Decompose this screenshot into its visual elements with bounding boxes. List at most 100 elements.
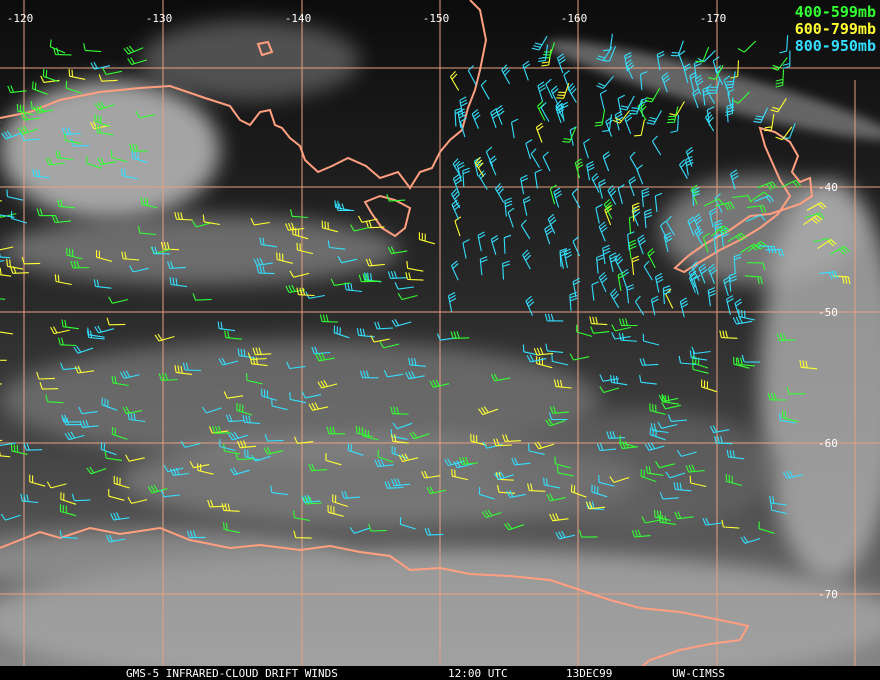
longitude-label: -120 bbox=[7, 12, 34, 25]
wind-barb bbox=[554, 456, 571, 469]
wind-barb bbox=[685, 156, 694, 176]
wind-barb bbox=[770, 57, 788, 71]
wind-barb bbox=[830, 245, 850, 255]
wind-barb bbox=[781, 410, 799, 423]
wind-barb bbox=[495, 104, 505, 125]
wind-barb bbox=[478, 486, 495, 500]
wind-barb bbox=[163, 464, 184, 473]
wind-barb bbox=[42, 68, 59, 83]
wind-barb bbox=[502, 434, 521, 442]
wind-barb bbox=[708, 64, 724, 80]
wind-barb bbox=[693, 213, 703, 234]
wind-barb bbox=[359, 370, 379, 379]
wind-barb bbox=[644, 87, 661, 103]
wind-barb bbox=[572, 277, 581, 298]
wind-barb bbox=[97, 157, 117, 166]
wind-barb bbox=[728, 272, 737, 292]
wind-barb bbox=[549, 513, 569, 522]
island-coast bbox=[256, 40, 274, 57]
wind-barb bbox=[733, 356, 750, 369]
graticule bbox=[0, 0, 880, 666]
wind-barb bbox=[678, 50, 686, 71]
wind-barb bbox=[659, 492, 679, 500]
wind-barb bbox=[639, 358, 659, 366]
wind-barb bbox=[738, 309, 755, 321]
wind-barb bbox=[0, 213, 17, 218]
wind-barb bbox=[387, 246, 408, 255]
wind-barb bbox=[358, 215, 378, 223]
wind-barb bbox=[585, 501, 606, 510]
wind-barb bbox=[355, 425, 373, 438]
wind-barb bbox=[551, 354, 569, 366]
wind-barb bbox=[712, 56, 720, 77]
wind-barb bbox=[537, 81, 547, 102]
wind-barb bbox=[631, 255, 640, 275]
wind-barb bbox=[644, 442, 665, 451]
wind-barb bbox=[409, 431, 430, 440]
legend-entry: 400-599mb bbox=[795, 3, 876, 21]
wind-barb bbox=[408, 357, 426, 367]
wind-barb bbox=[459, 117, 467, 138]
wind-barb bbox=[553, 187, 563, 208]
wind-barb bbox=[424, 527, 444, 536]
wind-barb bbox=[55, 150, 74, 161]
wind-barb bbox=[93, 279, 112, 289]
longitude-label: -170 bbox=[700, 12, 727, 25]
wind-barb bbox=[530, 148, 540, 168]
wind-barb bbox=[0, 442, 16, 447]
wind-barb bbox=[714, 219, 723, 239]
wind-barb bbox=[559, 249, 568, 270]
wind-barb bbox=[560, 101, 569, 122]
wind-barb bbox=[390, 406, 409, 415]
wind-barb bbox=[610, 288, 620, 309]
wind-barb bbox=[694, 225, 704, 246]
wind-barb bbox=[256, 265, 275, 275]
wind-barb bbox=[223, 391, 244, 399]
wind-barb bbox=[501, 64, 511, 85]
wind-barb bbox=[32, 168, 50, 179]
wind-barb bbox=[767, 392, 787, 401]
wind-barb bbox=[631, 206, 641, 227]
wind-barb bbox=[70, 138, 90, 147]
wind-barb bbox=[406, 260, 424, 272]
wind-barb bbox=[661, 72, 671, 93]
wind-barb bbox=[707, 286, 716, 307]
wind-barb bbox=[730, 169, 739, 190]
wind-barb bbox=[617, 271, 626, 291]
wind-barb bbox=[242, 414, 261, 425]
wind-barb bbox=[661, 394, 679, 405]
wind-barb bbox=[90, 61, 111, 70]
wind-barb bbox=[695, 46, 710, 63]
wind-barb bbox=[782, 50, 791, 69]
wind-barb bbox=[544, 313, 564, 322]
wind-barb bbox=[775, 126, 793, 141]
wind-barb bbox=[706, 106, 715, 126]
wind-barb bbox=[562, 127, 577, 143]
wind-barb bbox=[95, 249, 113, 262]
wind-barb bbox=[703, 198, 724, 207]
wind-barb bbox=[700, 379, 717, 393]
wind-barb bbox=[365, 258, 385, 267]
wind-barb bbox=[709, 425, 730, 434]
wind-barb bbox=[733, 253, 742, 273]
wind-barb bbox=[333, 325, 350, 339]
wind-barb bbox=[591, 484, 608, 498]
wind-barb bbox=[553, 379, 572, 389]
wind-barb bbox=[94, 325, 115, 334]
wind-barb bbox=[556, 83, 570, 99]
wind-barb bbox=[16, 103, 34, 116]
wind-barb bbox=[6, 189, 24, 201]
wind-barb bbox=[50, 326, 70, 335]
wind-barb bbox=[624, 113, 633, 134]
wind-barb bbox=[0, 298, 6, 300]
wind-barb bbox=[493, 471, 514, 481]
wind-barb bbox=[586, 161, 595, 181]
wind-barb bbox=[520, 219, 531, 240]
wind-barb bbox=[691, 346, 711, 355]
wind-barb bbox=[286, 361, 306, 370]
wind-barb bbox=[665, 471, 686, 479]
wind-barb bbox=[104, 450, 123, 461]
wind-barb bbox=[778, 413, 797, 424]
wind-barb bbox=[293, 436, 314, 444]
wind-barb bbox=[370, 335, 390, 343]
